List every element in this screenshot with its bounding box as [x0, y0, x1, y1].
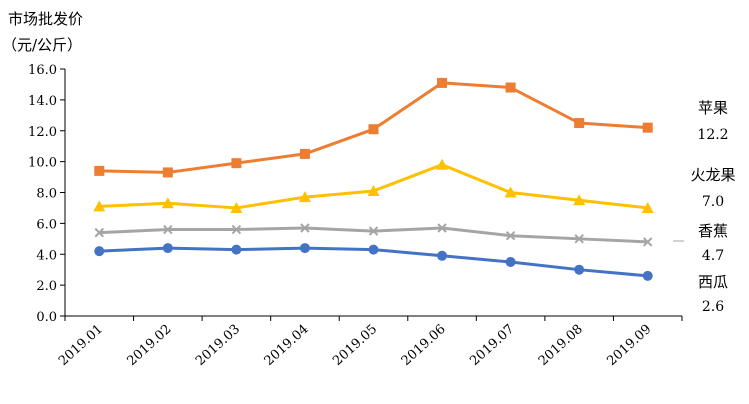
- data-point-x: [231, 224, 242, 235]
- x-tick-label: 2019.09: [604, 322, 654, 369]
- data-point-triangle: [367, 184, 380, 196]
- y-tick-label: 4.0: [36, 248, 57, 263]
- data-point-x: [574, 234, 584, 244]
- data-point-circle: [94, 246, 105, 257]
- data-point-triangle: [93, 200, 106, 212]
- data-point-x: [505, 231, 516, 241]
- x-tick-label: 2019.03: [193, 322, 243, 369]
- data-point-triangle: [504, 186, 517, 198]
- data-point-triangle: [298, 191, 311, 203]
- y-tick-label: 6.0: [36, 217, 57, 232]
- data-point-square: [368, 124, 379, 135]
- data-point-square: [437, 77, 448, 88]
- data-point-square: [299, 148, 310, 159]
- y-tick-label: 14.0: [28, 94, 57, 109]
- data-point-circle: [574, 264, 585, 275]
- data-point-x-stroke: [437, 223, 447, 233]
- y-tick-label: 10.0: [28, 156, 57, 171]
- x-tick-label: 2019.01: [56, 322, 106, 369]
- y-tick-label: 12.0: [28, 125, 57, 140]
- data-point-square: [94, 165, 105, 176]
- data-point-x-stroke: [574, 234, 584, 244]
- data-point-x: [437, 223, 447, 233]
- data-point-circle: [299, 243, 310, 254]
- x-tick-label: 2019.04: [262, 322, 312, 369]
- series-2: [93, 158, 654, 213]
- data-point-square: [505, 82, 516, 93]
- data-point-square: [574, 118, 585, 129]
- series-name-label: 香蕉: [698, 222, 728, 240]
- data-point-triangle: [641, 201, 654, 213]
- x-tick-label: 2019.06: [399, 322, 449, 369]
- data-point-x-stroke: [368, 226, 379, 236]
- x-tick-label: 2019.07: [467, 322, 517, 369]
- data-point-x-stroke: [643, 237, 653, 247]
- data-point-triangle: [230, 201, 243, 213]
- data-point-x-stroke: [94, 227, 104, 238]
- series-end-value: 4.7: [702, 248, 724, 264]
- data-point-circle: [368, 244, 379, 255]
- y-tick-label: 2.0: [36, 279, 57, 294]
- data-point-x: [94, 227, 104, 238]
- x-tick-label: 2019.02: [125, 322, 175, 369]
- x-tick-label: 2019.08: [536, 322, 586, 369]
- y-tick-label: 0.0: [36, 310, 57, 325]
- series-3: [94, 223, 653, 247]
- series-name-label: 西瓜: [698, 273, 728, 291]
- data-point-x-stroke: [300, 223, 310, 233]
- data-point-triangle: [573, 194, 586, 206]
- end-labels: 苹果 12.2 火龙果 7.0 香蕉 4.7 西瓜 2.6: [673, 99, 736, 315]
- data-point-x-stroke: [163, 224, 173, 235]
- data-point-x: [163, 224, 173, 235]
- data-point-x: [300, 223, 310, 233]
- series-end-value: 12.2: [697, 127, 728, 143]
- series-layer: [93, 77, 654, 281]
- data-point-circle: [642, 270, 653, 281]
- data-point-square: [231, 158, 242, 169]
- data-point-x-stroke: [505, 231, 516, 241]
- series-name-label: 火龙果: [690, 166, 735, 184]
- data-point-triangle: [161, 197, 174, 209]
- x-tick-label: 2019.05: [330, 322, 380, 369]
- axes: 0.0 2.0 4.0 6.0 8.0 10.0 12.0 14.0 16.0 2019.01 20…: [28, 63, 683, 369]
- data-point-x: [368, 226, 379, 236]
- data-point-x-stroke: [231, 224, 242, 235]
- y-tick-label: 8.0: [36, 187, 57, 202]
- y-tick-label: 16.0: [28, 63, 57, 78]
- series-end-value: 2.6: [702, 299, 724, 315]
- data-point-circle: [162, 243, 173, 254]
- series-1: [94, 77, 653, 178]
- data-point-square: [162, 167, 173, 178]
- y-axis-label-line2: （元/公斤）: [2, 36, 82, 54]
- data-point-circle: [437, 250, 448, 261]
- data-point-square: [642, 122, 653, 133]
- y-axis-label-line1: 市场批发价: [8, 10, 83, 28]
- data-point-triangle: [436, 158, 449, 170]
- series-4: [94, 243, 653, 281]
- data-point-x: [643, 237, 653, 247]
- series-name-label: 苹果: [698, 99, 728, 117]
- data-point-circle: [505, 256, 516, 267]
- series-end-value: 7.0: [702, 194, 724, 210]
- data-point-circle: [231, 244, 242, 255]
